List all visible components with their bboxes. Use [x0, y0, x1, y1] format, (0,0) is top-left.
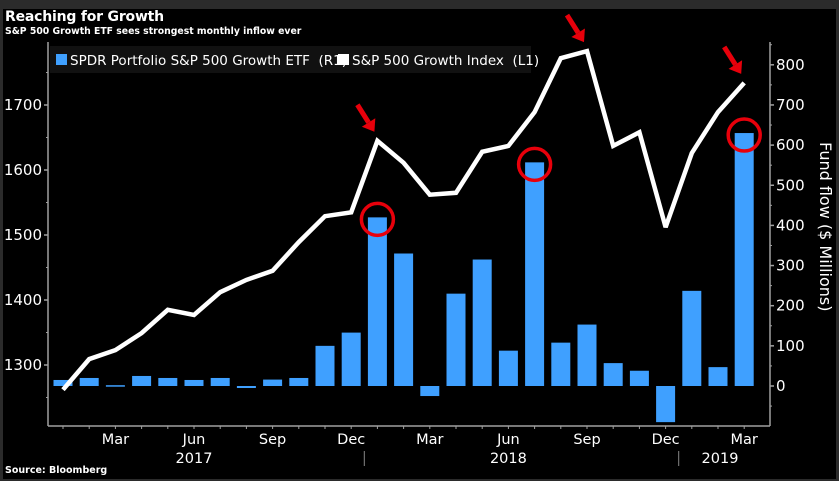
bar-2018-05 [472, 259, 492, 386]
x-axis-tick-label: Jun [496, 432, 520, 448]
x-axis-tick-label: Mar [416, 432, 443, 448]
bar-2017-01 [53, 379, 73, 386]
bar-2017-11 [315, 345, 335, 386]
legend-label-etf: SPDR Portfolio S&P 500 Growth ETF (R1) [70, 53, 347, 69]
arrow-head [728, 60, 743, 74]
chart-frame [3, 9, 836, 479]
left-axis-tick-label: 1300 [4, 356, 42, 374]
highlight-circle [726, 117, 762, 153]
bar-2018-01 [367, 217, 387, 386]
legend-swatch-etf [56, 54, 67, 65]
red-arrow-icon [564, 13, 585, 43]
bar-2018-03 [420, 386, 440, 397]
bar-2017-07 [210, 377, 230, 386]
arrow-shaft [722, 45, 738, 66]
bar-2018-07 [525, 162, 545, 386]
right-axis-tick-label: 400 [776, 216, 805, 234]
x-axis-tick-label: Jun [182, 432, 206, 448]
legend-label-index: S&P 500 Growth Index (L1) [352, 53, 539, 69]
bar-2018-02 [394, 253, 414, 386]
x-axis-tick-label: Dec [337, 432, 365, 448]
bar-2018-09 [577, 324, 597, 386]
bar-2018-11 [629, 370, 649, 386]
bar-2019-01 [682, 290, 702, 386]
right-axis-title: Fund flow ($ Millions) [816, 142, 835, 312]
red-arrow-icon [355, 103, 376, 132]
right-axis-tick-label: 100 [776, 337, 805, 355]
x-axis-tick-label: Sep [573, 432, 600, 448]
x-axis-tick-label: Mar [731, 432, 758, 448]
chart-source: Source: Bloomberg [5, 465, 108, 476]
legend-background [50, 46, 531, 73]
x-axis-tick-label: Mar [102, 432, 129, 448]
bar-2018-06 [498, 350, 518, 386]
bar-2017-12 [341, 332, 361, 386]
arrow-head [571, 28, 585, 43]
bar-2017-10 [289, 377, 309, 386]
left-axis-tick-label: 1400 [4, 291, 42, 309]
right-axis-tick-label: 300 [776, 257, 805, 275]
highlight-circle [516, 146, 553, 183]
x-axis-tick-label: Sep [259, 432, 286, 448]
bar-2017-08 [236, 386, 256, 389]
chart-title: Reaching for Growth [5, 9, 164, 25]
red-arrow-icon [722, 45, 743, 74]
bar-2019-02 [708, 367, 728, 386]
legend: SPDR Portfolio S&P 500 Growth ETF (R1) S… [50, 46, 539, 73]
highlight-circle [359, 201, 396, 238]
bar-2017-04 [132, 375, 152, 386]
x-axis-year-label: 2017 [176, 451, 213, 467]
bar-2017-05 [158, 377, 178, 386]
bar-2017-09 [263, 379, 283, 386]
left-axis-tick-label: 1500 [4, 226, 42, 244]
right-axis-tick-label: 500 [776, 176, 805, 194]
right-axis-tick-label: 600 [776, 136, 805, 154]
arrow-shaft [564, 13, 581, 35]
bar-2018-12 [656, 386, 676, 423]
line-series [61, 48, 746, 392]
left-axis-tick-label: 1700 [4, 96, 42, 114]
chart-subtitle: S&P 500 Growth ETF sees strongest monthl… [5, 26, 302, 37]
x-axis-year-label: 2019 [702, 451, 739, 467]
axes: 1300 1400 1500 1600 1700 0 100 200 300 400 500 600 7… [4, 42, 805, 467]
arrow-shaft [355, 103, 371, 124]
right-axis-tick-label: 200 [776, 297, 805, 315]
left-axis-tick-label: 1600 [4, 161, 42, 179]
legend-swatch-index [338, 54, 349, 65]
right-axis-tick-label: 0 [776, 377, 786, 395]
x-axis-year-label: 2018 [490, 451, 527, 467]
index-line [61, 48, 746, 392]
bar-2019-03 [734, 133, 754, 386]
bar-2017-03 [105, 385, 125, 387]
bar-2018-04 [446, 293, 466, 386]
right-axis-tick-label: 700 [776, 96, 805, 114]
bar-series [53, 133, 754, 423]
bar-2018-08 [551, 342, 571, 386]
right-axis-tick-label: 800 [776, 56, 805, 74]
bar-2017-02 [79, 377, 99, 386]
x-axis-tick-label: Dec [652, 432, 680, 448]
annotations [355, 13, 762, 238]
bar-2017-06 [184, 379, 204, 386]
bar-2018-10 [603, 363, 623, 386]
arrow-head [361, 118, 376, 132]
